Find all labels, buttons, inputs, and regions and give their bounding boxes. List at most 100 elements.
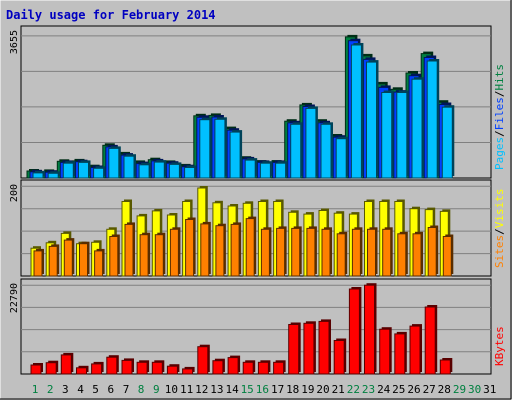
x-tick-label-day-28: 28 [438, 383, 451, 396]
visits-sites-ymax-label: 200 [9, 184, 20, 202]
x-tick-label-day-11: 11 [180, 383, 193, 396]
bar-kbytes-day-15 [242, 361, 254, 375]
hits-files-pages-ymax-label: 3655 [9, 30, 20, 54]
bar-kbytes-day-8 [136, 361, 148, 375]
bar-pages-day-26 [411, 78, 423, 179]
bar-kbytes-day-23 [364, 284, 375, 375]
bar-sites-day-14 [230, 223, 240, 277]
kbytes-panel: 22790 KBytes [9, 278, 506, 375]
bar-kbytes-day-21 [333, 340, 345, 375]
x-tick-label-day-16: 16 [256, 383, 269, 396]
bar-sites-day-10 [169, 228, 179, 277]
bar-kbytes-day-27 [424, 306, 436, 375]
bar-pages-day-27 [426, 60, 438, 179]
bar-sites-day-12 [200, 223, 210, 277]
bar-sites-day-6 [109, 236, 119, 277]
visits-sites-panel: 200 Sites/Visits [9, 179, 506, 277]
bar-kbytes-day-18 [288, 324, 300, 375]
bar-kbytes-day-10 [166, 365, 178, 375]
x-tick-label-day-27: 27 [423, 383, 436, 396]
bar-pages-day-3 [62, 162, 74, 179]
bar-sites-day-7 [124, 223, 134, 277]
x-tick-label-day-14: 14 [225, 383, 239, 396]
visits-sites-legend-entry: Sites [493, 235, 506, 268]
bar-kbytes-day-3 [60, 354, 72, 375]
bar-sites-day-26 [412, 233, 422, 277]
x-axis-labels: 1 2 3 4 5 6 7 8 9 10 11 12 13 14 15 16 17 18 19 20 21 22 23 24 2… [32, 383, 497, 396]
x-tick-label-day-31: 31 [483, 383, 496, 396]
bar-sites-day-4 [79, 243, 88, 277]
kbytes-ymax-label: 22790 [9, 283, 20, 313]
bar-sites-day-2 [48, 245, 58, 277]
bar-pages-day-11 [184, 167, 196, 179]
bar-sites-day-3 [63, 239, 73, 277]
x-tick-label-day-15: 15 [241, 383, 254, 396]
bar-pages-day-17 [275, 162, 287, 179]
bar-kbytes-day-16 [257, 361, 269, 375]
bar-pages-day-24 [381, 92, 393, 179]
bar-sites-day-19 [306, 227, 316, 277]
visits-sites-legend-entry: / [493, 228, 506, 235]
bar-pages-day-22 [350, 44, 362, 179]
bar-pages-day-12 [199, 119, 211, 179]
bar-kbytes-day-26 [409, 325, 421, 375]
hits-files-pages-legend-entry: / [493, 91, 506, 98]
x-tick-label-day-2: 2 [47, 383, 54, 396]
x-tick-label-day-30: 30 [468, 383, 481, 396]
bar-sites-day-1 [33, 250, 43, 277]
x-tick-label-day-25: 25 [392, 383, 405, 396]
bar-pages-day-28 [441, 106, 453, 179]
bar-pages-day-18 [290, 123, 302, 179]
bar-sites-day-15 [245, 218, 255, 277]
x-tick-label-day-21: 21 [332, 383, 345, 396]
x-tick-label-day-6: 6 [107, 383, 114, 396]
bar-kbytes-day-13 [212, 360, 224, 375]
x-tick-label-day-10: 10 [165, 383, 178, 396]
x-tick-label-day-12: 12 [195, 383, 208, 396]
bar-pages-day-7 [123, 155, 135, 179]
bar-pages-day-1 [32, 172, 44, 179]
bar-kbytes-day-28 [439, 359, 451, 375]
x-tick-label-day-17: 17 [271, 383, 284, 396]
bar-sites-day-28 [442, 236, 452, 277]
bar-sites-day-23 [367, 228, 376, 277]
x-tick-label-day-1: 1 [32, 383, 39, 396]
bar-kbytes-day-2 [45, 362, 57, 375]
bar-pages-day-13 [214, 118, 226, 179]
visits-sites-legend-entry: Visits [493, 189, 506, 229]
hits-files-pages-legend-entry: Pages [493, 137, 506, 170]
bar-pages-day-4 [78, 161, 89, 179]
bar-kbytes-day-24 [379, 328, 391, 375]
bar-sites-day-8 [139, 234, 149, 277]
chart-title: Daily usage for February 2014 [6, 8, 216, 22]
bar-kbytes-day-12 [197, 346, 209, 375]
bar-pages-day-19 [305, 107, 317, 179]
bar-pages-day-20 [320, 123, 332, 179]
hits-files-pages-legend-entry: Files [493, 97, 506, 130]
x-tick-label-day-7: 7 [123, 383, 130, 396]
hits-files-pages-legend: Pages/Files/Hits [493, 64, 506, 170]
hits-files-pages-legend-entry: / [493, 130, 506, 137]
bar-kbytes-day-17 [273, 361, 285, 375]
bar-sites-day-11 [185, 219, 195, 277]
hits-files-pages-legend-entry: Hits [493, 64, 506, 91]
bar-sites-day-16 [260, 228, 270, 277]
bar-sites-day-20 [321, 228, 331, 277]
kbytes-legend-entry: KBytes [493, 326, 506, 366]
bar-kbytes-day-1 [30, 364, 42, 375]
bar-pages-day-9 [153, 161, 165, 179]
x-tick-label-day-19: 19 [301, 383, 314, 396]
bar-kbytes-day-20 [318, 320, 330, 375]
x-tick-label-day-18: 18 [286, 383, 299, 396]
bar-kbytes-day-5 [91, 363, 103, 375]
kbytes-legend: KBytes [493, 326, 506, 366]
x-tick-label-day-4: 4 [77, 383, 84, 396]
x-tick-label-day-23: 23 [362, 383, 375, 396]
x-tick-label-day-29: 29 [453, 383, 466, 396]
bar-pages-day-16 [259, 162, 271, 179]
bar-pages-day-10 [168, 163, 180, 179]
bar-pages-day-6 [108, 147, 120, 179]
bar-pages-day-5 [93, 167, 105, 179]
